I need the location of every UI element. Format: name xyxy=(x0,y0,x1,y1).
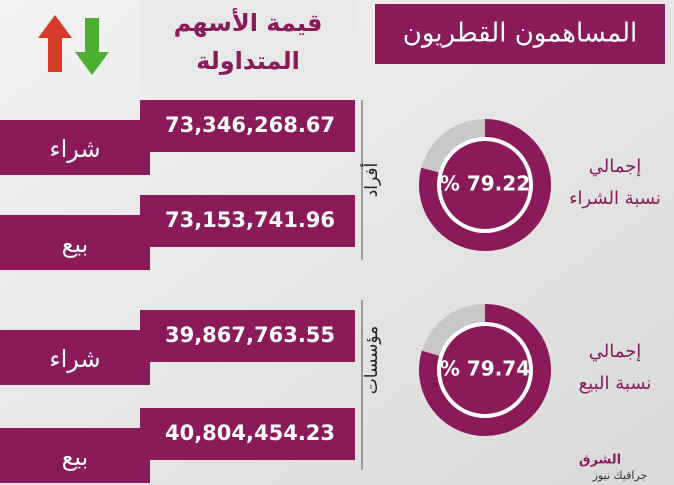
total-label: نسبة البيع xyxy=(579,373,652,394)
group-name: أفراد xyxy=(360,163,382,198)
percent-label: % 79.22 xyxy=(440,172,530,196)
trade-label: بيع xyxy=(62,443,89,471)
title: المساهمون القطريون xyxy=(403,19,638,49)
donut-hole xyxy=(441,141,529,229)
donut-hole xyxy=(441,326,529,414)
down-arrow xyxy=(75,18,109,75)
trade-value: 39,867,763.55 xyxy=(165,323,335,347)
value-box xyxy=(140,310,355,362)
value-header: المتداولة xyxy=(196,47,300,75)
trade-label: بيع xyxy=(62,230,89,258)
trade-value: 40,804,454.23 xyxy=(165,421,335,445)
trade-value: 73,346,268.67 xyxy=(165,113,335,137)
group-name: مؤسسات xyxy=(362,326,382,394)
trade-label: شراء xyxy=(49,135,100,163)
logo-sub: جرافيك نيوز xyxy=(592,469,648,482)
value-header-bg xyxy=(140,0,355,95)
up-arrow xyxy=(38,15,72,72)
label-box xyxy=(0,428,150,483)
value-box xyxy=(140,100,355,152)
label-box xyxy=(0,330,150,385)
logo-name: الشرق xyxy=(579,453,621,468)
title-box xyxy=(375,4,665,64)
value-box xyxy=(140,408,355,460)
value-header: قيمة الأسهم xyxy=(174,8,323,37)
label-box xyxy=(0,120,150,175)
total-label: نسبة الشراء xyxy=(569,188,661,209)
trade-value: 73,153,741.96 xyxy=(165,208,335,232)
value-box xyxy=(140,195,355,247)
trade-label: شراء xyxy=(49,345,100,373)
percent-label: % 79.74 xyxy=(440,357,530,381)
total-label: إجمالي xyxy=(589,341,642,362)
total-label: إجمالي xyxy=(589,156,642,177)
label-box xyxy=(0,215,150,270)
